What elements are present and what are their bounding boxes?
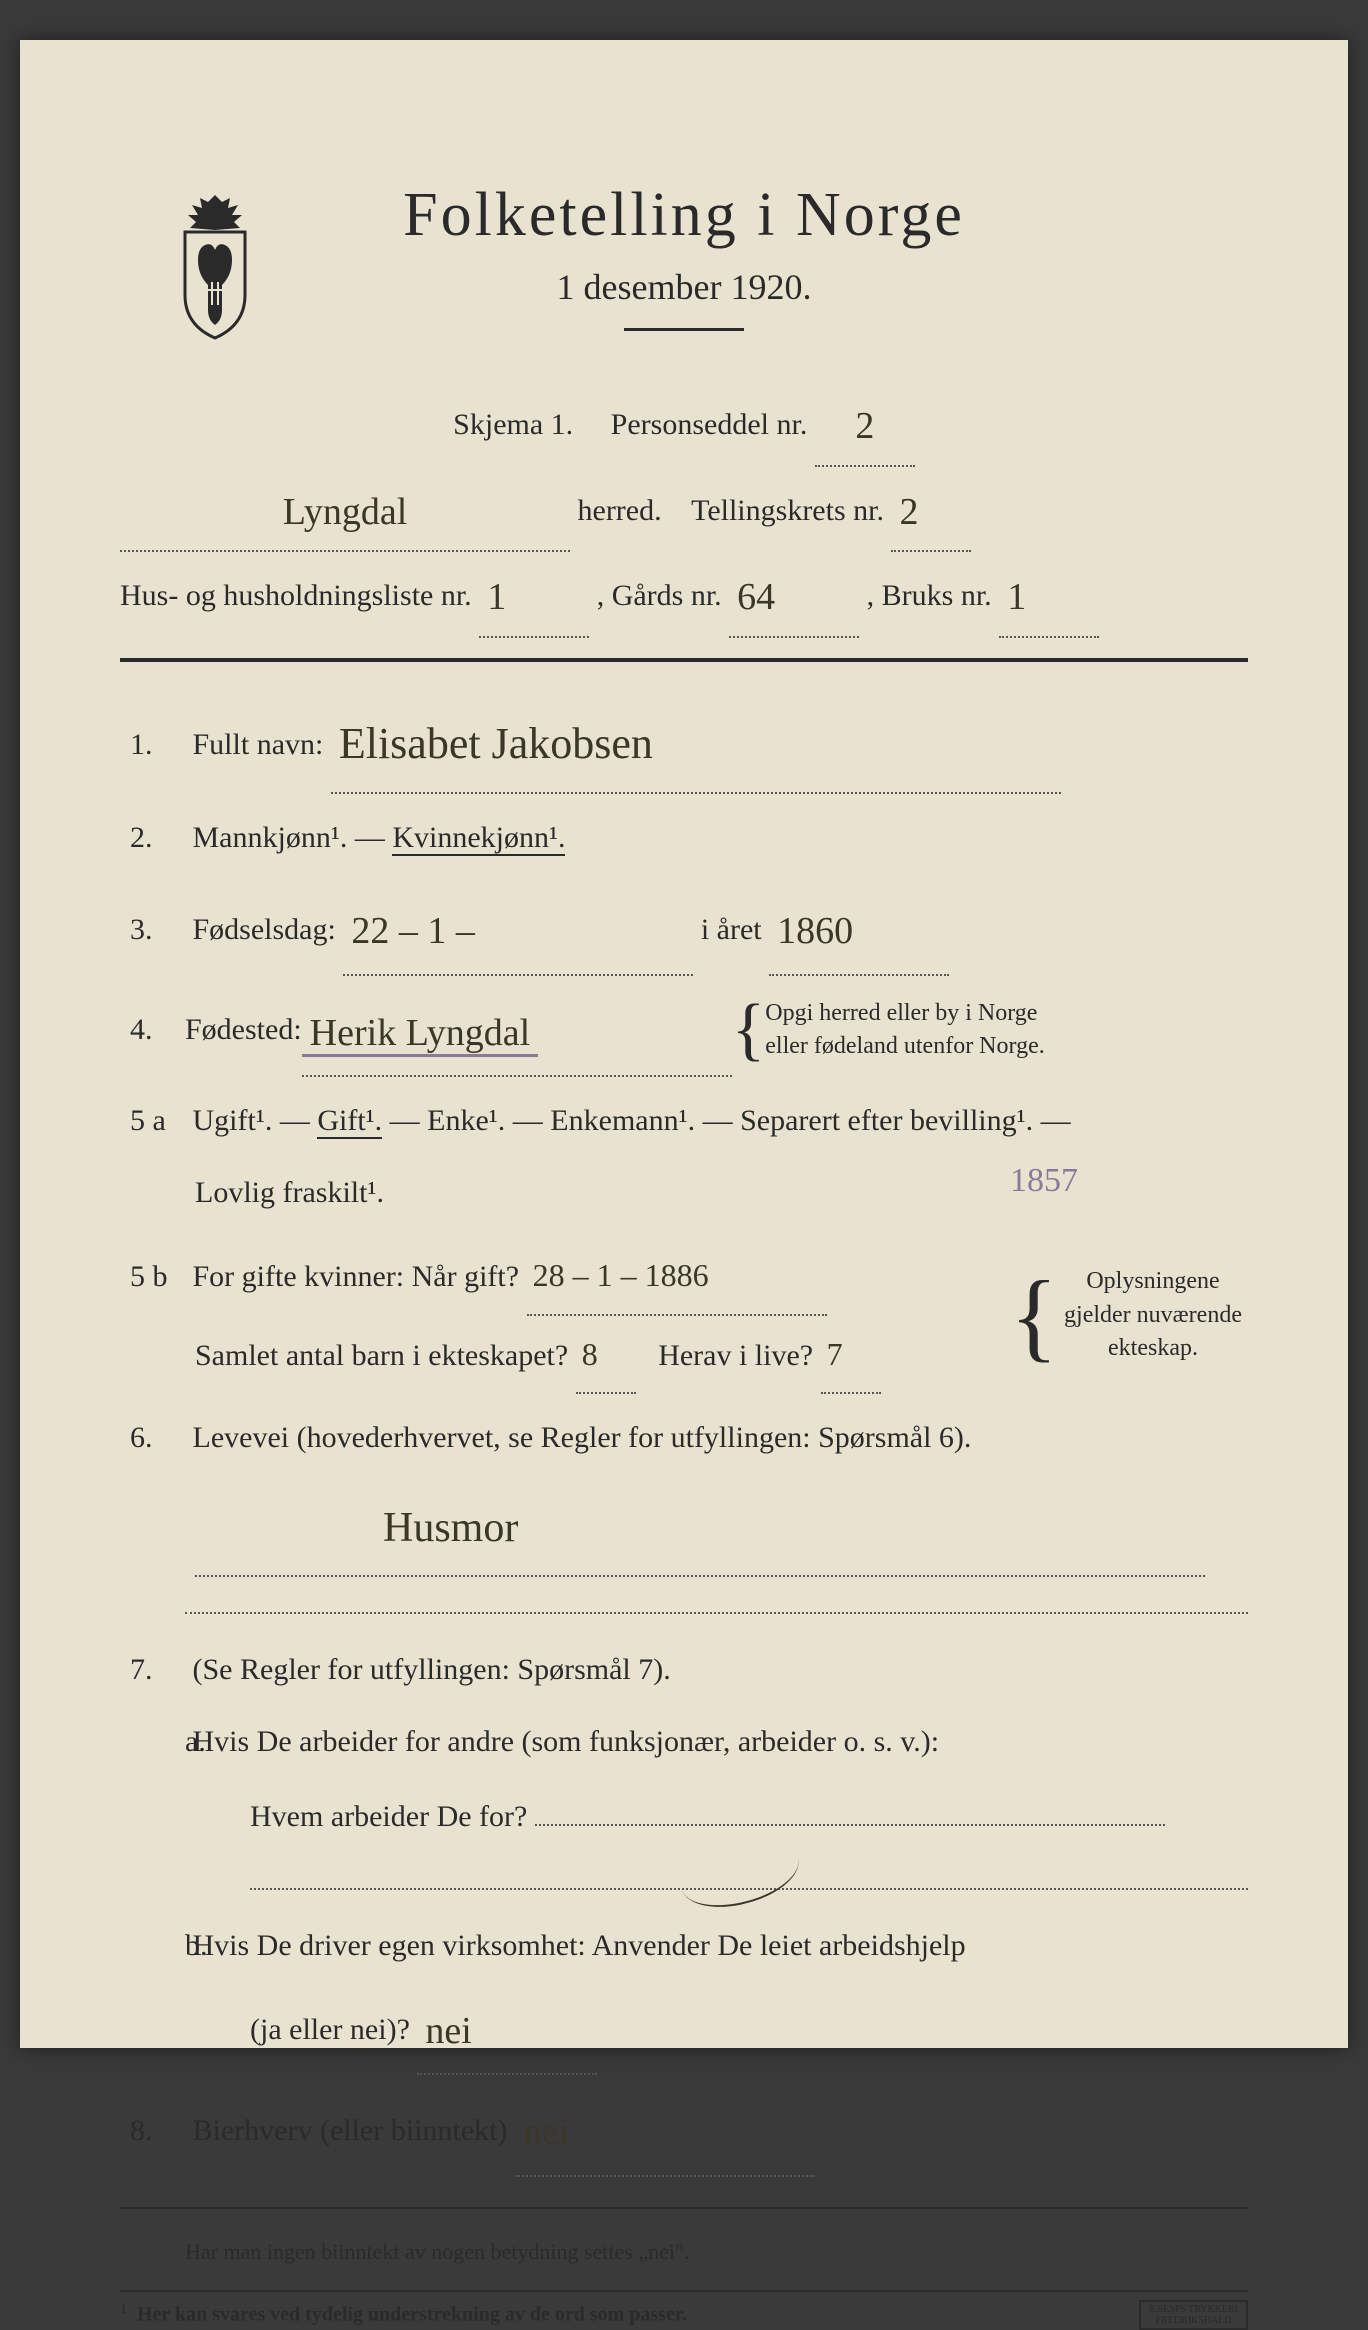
brace-icon: { [732, 1002, 766, 1058]
bruks-nr: 1 [999, 576, 1034, 618]
question-7: 7. (Se Regler for utfyllingen: Spørsmål … [120, 1634, 1248, 2075]
section-divider [120, 2207, 1248, 2209]
title-divider [624, 328, 744, 331]
form-header: Folketelling i Norge 1 desember 1920. [120, 180, 1248, 331]
question-1: 1. Fullt navn: Elisabet Jakobsen [120, 687, 1248, 795]
brace-icon: { [1010, 1276, 1058, 1356]
personseddel-label: Personseddel nr. [611, 408, 808, 441]
children-alive: 7 [821, 1336, 849, 1372]
birthplace-note: Opgi herred eller by i Norge eller fødel… [765, 997, 1044, 1064]
bruks-label: , Bruks nr. [867, 579, 992, 612]
section-divider [120, 658, 1248, 662]
birthyear-value: 1860 [769, 910, 861, 952]
herred-value: Lyngdal [275, 491, 416, 533]
question-4: 4. Fødested: Herik Lyngdal { Opgi herred… [120, 984, 1248, 1077]
personseddel-nr: 2 [847, 405, 882, 447]
blank-line [185, 1612, 1248, 1614]
marriage-date: 28 – 1 – 1886 [527, 1257, 715, 1293]
coat-of-arms-icon [160, 190, 270, 340]
printer-mark: E.SEM'S TRYKKERI FREDRIKSHALD [1139, 2300, 1248, 2330]
gards-label: , Gårds nr. [597, 579, 722, 612]
tellingskrets-label: Tellingskrets nr. [691, 494, 884, 527]
gender-selected: Kvinnekjønn¹. [392, 821, 565, 856]
occupation-value: Husmor [375, 1505, 526, 1551]
pen-stroke-icon [674, 1830, 805, 1919]
pencil-annotation: 1857 [1010, 1140, 1078, 1222]
tellingskrets-nr: 2 [891, 491, 926, 533]
birthplace-value: Herik Lyngdal [302, 1012, 539, 1057]
hired-help-value: nei [417, 2010, 479, 2052]
question-2: 2. Mannkjønn¹. — Kvinnekjønn¹. [120, 802, 1248, 874]
birthday-value: 22 – 1 – [343, 910, 483, 952]
question-3: 3. Fødselsdag: 22 – 1 – i året 1860 [120, 882, 1248, 975]
marriage-note: Oplysningene gjelder nuværende ekteskap. [1058, 1265, 1248, 1366]
marital-selected: Gift¹. [317, 1104, 382, 1139]
question-6: 6. Levevei (hovederhvervet, se Regler fo… [120, 1402, 1248, 1577]
skjema-label: Skjema 1. [453, 408, 573, 441]
husliste-nr: 1 [479, 576, 514, 618]
herred-label: herred. [578, 494, 662, 527]
question-5a: 5 a Ugift¹. — Gift¹. — Enke¹. — Enkemann… [120, 1085, 1248, 1229]
children-total: 8 [576, 1336, 604, 1372]
question-5b: 5 b For gifte kvinner: Når gift? 28 – 1 … [120, 1237, 1248, 1395]
form-identifiers: Skjema 1. Personseddel nr. 2 Lyngdal her… [120, 381, 1248, 638]
footnote: 1 Her kan svares ved tydelig understrekn… [120, 2290, 1248, 2330]
page-title: Folketelling i Norge [120, 180, 1248, 251]
secondary-income-value: nei [515, 2111, 577, 2153]
full-name-value: Elisabet Jakobsen [331, 719, 661, 768]
gards-nr: 64 [729, 576, 783, 618]
page-subtitle: 1 desember 1920. [120, 266, 1248, 308]
footer-instruction: Har man ingen biinntekt av nogen betydni… [120, 2239, 1248, 2265]
question-8: 8. Bierhverv (eller biinntekt) nei [120, 2083, 1248, 2176]
husliste-label: Hus- og husholdningsliste nr. [120, 579, 472, 612]
census-form-page: Folketelling i Norge 1 desember 1920. Sk… [20, 40, 1348, 2048]
